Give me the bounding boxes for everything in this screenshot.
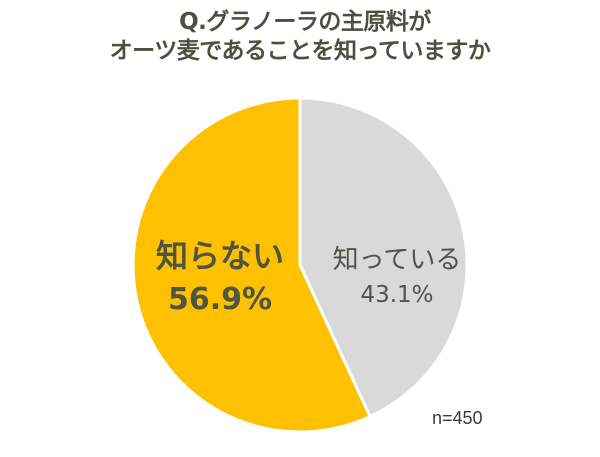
sample-size: n=450 <box>432 408 483 428</box>
slice-name-dont-know: 知らない <box>155 237 284 275</box>
pie-slice-dont-know <box>131 96 372 434</box>
slice-label-dont-know: 知らない 56.9% <box>140 236 300 320</box>
chart-title: Q.グラノーラの主原料が オーツ麦であることを知っていますか <box>0 8 600 66</box>
slice-label-know: 知っている 43.1% <box>322 244 472 310</box>
slice-name-know: 知っている <box>332 245 462 275</box>
slice-percent-dont-know: 56.9% <box>167 282 273 317</box>
pie-slice-know <box>298 96 469 419</box>
chart-title-line-1: Q.グラノーラの主原料が <box>179 9 431 35</box>
slice-percent-know: 43.1% <box>360 282 434 308</box>
chart-title-line-2: オーツ麦であることを知っていますか <box>109 38 491 64</box>
